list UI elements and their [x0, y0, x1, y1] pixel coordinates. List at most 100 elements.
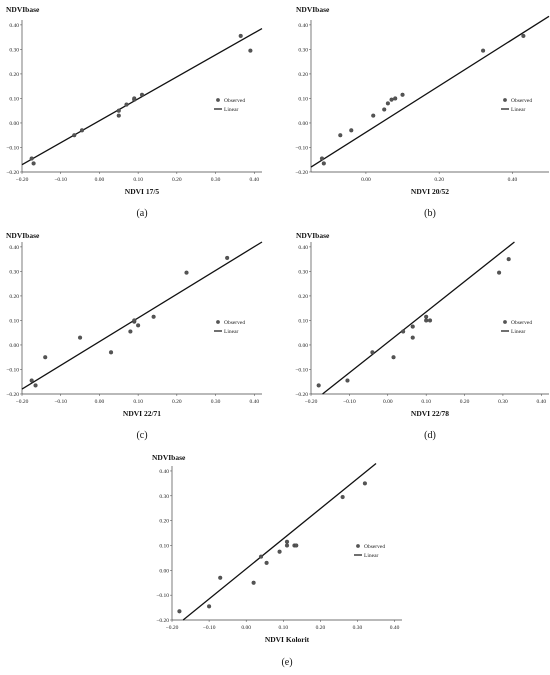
y-tick-label: −0.10	[6, 145, 19, 151]
observed-point	[316, 383, 321, 388]
y-tick-label: 0.00	[9, 343, 19, 349]
x-tick-label: 0.10	[421, 399, 431, 405]
legend-observed-label: Observed	[511, 320, 532, 326]
x-tick-label: 0.20	[434, 177, 444, 183]
y-tick-label: −0.10	[6, 367, 19, 373]
y-axis-label: NDVIbase	[296, 5, 330, 14]
x-tick-label: 0.30	[498, 399, 508, 405]
observed-point	[497, 270, 502, 275]
x-tick-label: 0.10	[133, 399, 143, 405]
y-tick-label: −0.10	[156, 593, 169, 599]
y-tick-label: 0.20	[298, 294, 308, 300]
observed-point	[177, 609, 182, 614]
observed-point	[294, 543, 299, 548]
y-axis-label: NDVIbase	[6, 231, 40, 240]
legend-observed-marker	[216, 98, 220, 102]
y-tick-label: −0.20	[295, 170, 308, 176]
y-tick-label: −0.20	[6, 170, 19, 176]
x-tick-label: 0.40	[508, 177, 518, 183]
x-tick-label: −0.20	[16, 399, 29, 405]
x-tick-label: 0.40	[537, 399, 547, 405]
scatter-panel-4: −0.20 −0.10 0.00 0.10 0.20 0.30 0.40 −0.20 −0.10…	[295, 231, 549, 441]
legend-observed-label: Observed	[224, 320, 245, 326]
y-tick-label: 0.40	[298, 245, 308, 251]
x-tick-label: 0.40	[390, 625, 400, 631]
observed-point	[151, 314, 156, 319]
y-tick-label: 0.10	[9, 96, 19, 102]
x-axis-label: NDVI 22/78	[411, 409, 449, 418]
x-tick-label: −0.10	[343, 399, 356, 405]
scatter-panel-3: −0.20 −0.10 0.00 0.10 0.20 0.30 0.40 −0.20 −0.10…	[6, 231, 263, 441]
legend-observed-label: Observed	[224, 98, 245, 104]
observed-point	[410, 335, 415, 340]
observed-point	[481, 48, 486, 53]
observed-point	[31, 161, 36, 166]
observed-point	[72, 133, 77, 138]
observed-point	[116, 113, 121, 118]
legend-linear-label: Linear	[511, 107, 526, 113]
observed-point	[349, 128, 354, 133]
observed-point	[218, 575, 223, 580]
observed-point	[340, 494, 345, 500]
y-tick-label: 0.20	[298, 72, 308, 78]
scatter-panel-1: −0.20 −0.10 0.00 0.10 0.20 0.30 0.40 −0.20 −0.10…	[6, 5, 263, 219]
x-tick-label: 0.10	[278, 625, 288, 631]
x-tick-label: −0.10	[203, 625, 216, 631]
observed-point	[29, 156, 34, 161]
linear-fit-line	[182, 463, 377, 621]
y-tick-label: 0.30	[298, 269, 308, 275]
observed-point	[345, 378, 350, 383]
x-tick-label: −0.20	[166, 625, 179, 631]
observed-point	[79, 128, 85, 133]
x-tick-label: 0.20	[460, 399, 470, 405]
y-tick-label: 0.10	[298, 96, 308, 102]
observed-point	[116, 108, 121, 113]
y-tick-label: 0.40	[298, 23, 308, 29]
panel-label: (d)	[424, 430, 436, 441]
observed-point	[248, 48, 253, 53]
panel-label: (c)	[136, 430, 147, 441]
observed-point	[521, 33, 526, 38]
observed-point	[108, 350, 114, 355]
legend-linear-label: Linear	[511, 329, 526, 335]
legend-linear-label: Linear	[224, 329, 239, 335]
observed-point	[29, 378, 34, 383]
observed-point	[424, 314, 429, 319]
legend-linear-label: Linear	[364, 553, 379, 559]
observed-point	[427, 318, 433, 323]
y-tick-label: −0.20	[156, 618, 169, 624]
x-axis-label: NDVI 17/5	[125, 187, 160, 196]
observed-point	[128, 329, 133, 334]
observed-point	[410, 324, 415, 329]
x-tick-label: 0.30	[211, 399, 221, 405]
observed-point	[207, 604, 212, 609]
observed-point	[382, 107, 387, 112]
y-tick-label: 0.10	[159, 543, 169, 549]
scatter-panel-2: −0.20 −0.10 0.00 0.10 0.20 0.30 0.40 0.00 0.20 0.…	[295, 5, 550, 219]
observed-point	[136, 323, 141, 328]
y-tick-label: 0.00	[9, 121, 19, 127]
observed-point	[124, 102, 129, 107]
x-tick-label: 0.00	[95, 177, 105, 183]
observed-point	[284, 539, 290, 544]
legend-observed-label: Observed	[511, 98, 532, 104]
observed-point	[277, 549, 282, 554]
y-tick-label: −0.20	[295, 392, 308, 398]
y-tick-label: −0.10	[295, 145, 308, 151]
y-axis-label: NDVIbase	[152, 453, 186, 462]
observed-point	[284, 543, 290, 548]
observed-point	[225, 255, 230, 260]
y-axis-label: NDVIbase	[296, 231, 330, 240]
observed-point	[139, 92, 145, 97]
y-tick-label: 0.30	[9, 269, 19, 275]
observed-point	[132, 96, 137, 101]
x-tick-label: 0.20	[172, 399, 182, 405]
linear-fit-line	[310, 15, 550, 168]
observed-point	[319, 156, 325, 161]
x-tick-label: −0.20	[16, 177, 29, 183]
linear-fit-line	[322, 241, 515, 395]
y-tick-label: 0.10	[298, 318, 308, 324]
observed-point	[362, 481, 367, 486]
y-tick-label: 0.30	[298, 47, 308, 53]
x-tick-label: 0.20	[172, 177, 182, 183]
